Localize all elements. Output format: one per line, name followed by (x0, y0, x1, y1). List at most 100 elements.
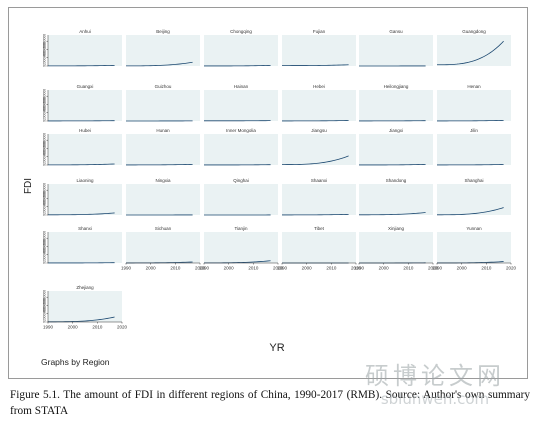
x-tick-label: 2010 (170, 266, 181, 271)
x-tick-label: 1990 (121, 266, 132, 271)
panel-strip (359, 177, 433, 184)
panel-strip (48, 127, 122, 134)
panel-henan: Henan (437, 83, 511, 122)
panel-strip (126, 225, 200, 232)
fdi-series-line (437, 119, 504, 122)
fdi-series-line (359, 163, 426, 166)
panel-title: Jiangxi (389, 128, 403, 133)
x-tick-label: 1990 (199, 266, 210, 271)
x-tick-label: 2000 (379, 266, 390, 271)
y-tick-label: 0 (43, 120, 47, 122)
panel-plot-area (48, 35, 122, 66)
y-tick-label: 20000000 (43, 199, 47, 214)
fdi-small-multiples-chart: FDI YR Graphs by Region Anhui02000000040… (23, 28, 517, 367)
x-tick-label: 2020 (117, 325, 128, 330)
x-tick-label: 2020 (273, 266, 284, 271)
panel-strip (126, 83, 200, 90)
panel-title: Shandong (386, 178, 407, 183)
panel-title: Henan (467, 84, 481, 89)
fdi-series-line (437, 40, 504, 66)
panel-shandong: Shandong (359, 177, 433, 216)
x-tick-label: 1990 (432, 266, 443, 271)
panel-strip (282, 225, 356, 232)
fdi-series-line (282, 64, 349, 66)
panel-heilongjiang: Heilongjiang (359, 83, 433, 122)
panel-title: Hunan (156, 128, 170, 133)
panel-strip (282, 127, 356, 134)
panel-title: Shaanxi (311, 178, 327, 183)
panel-title: Tibet (314, 226, 325, 231)
fdi-series-line (126, 61, 193, 67)
panel-qinghai: Qinghai (204, 177, 278, 216)
panel-strip (437, 83, 511, 90)
panel-title: Xinjiang (388, 226, 405, 231)
panel-plot-area (204, 90, 278, 121)
panel-plot-area (126, 90, 200, 121)
y-tick-label: 40000000 (43, 191, 47, 206)
y-tick-label: 40000000 (43, 239, 47, 254)
x-tick-label: 2010 (403, 266, 414, 271)
panel-plot-area (48, 291, 122, 322)
y-tick-label: 40000000 (43, 97, 47, 112)
panel-fujian: Fujian (282, 28, 356, 66)
panel-inner-mongolia: Inner Mongolia (204, 127, 278, 166)
panel-strip (204, 177, 278, 184)
panel-shaanxi: Shaanxi (282, 177, 356, 216)
panel-title: Hubei (79, 128, 91, 133)
panel-plot-area (126, 35, 200, 66)
figure-caption: Figure 5.1. The amount of FDI in differe… (10, 389, 530, 417)
panel-plot-area (204, 184, 278, 215)
panel-title: Hainan (234, 84, 249, 89)
fdi-series-line (126, 163, 193, 166)
y-tick-label: 0 (43, 164, 47, 166)
panel-strip (282, 28, 356, 35)
panel-plot-area (126, 184, 200, 215)
panel-plot-area (48, 90, 122, 121)
panel-strip (204, 225, 278, 232)
fdi-series-line (204, 64, 271, 67)
panel-plot-area (48, 134, 122, 165)
panel-strip (126, 177, 200, 184)
panel-title: Sichuan (155, 226, 172, 231)
panel-strip (48, 284, 122, 291)
fdi-series-line (48, 64, 115, 67)
fdi-series-line (437, 207, 504, 216)
panel-tianjin: Tianjin 1990 2000 2010 2020 (199, 225, 284, 271)
panel-strip (204, 127, 278, 134)
panel-title: Guangxi (77, 84, 94, 89)
panel-title: Qinghai (233, 178, 249, 183)
fdi-series-line (282, 155, 349, 165)
panel-strip (204, 28, 278, 35)
figure-frame: FDI YR Graphs by Region Anhui 0 20000000 40… (8, 7, 528, 379)
y-tick-label: 20000000 (43, 149, 47, 164)
y-tick-label: 40000000 (43, 141, 47, 156)
panel-title: Zhejiang (76, 285, 94, 290)
panel-jiangsu: Jiangsu (282, 127, 356, 165)
x-tick-label: 2000 (302, 266, 313, 271)
y-tick-label: 60000000 (43, 89, 47, 104)
panel-title: Tianjin (234, 226, 248, 231)
panel-strip (437, 177, 511, 184)
panel-plot-area (204, 232, 278, 263)
x-tick-label: 2000 (68, 325, 79, 330)
panel-plot-area (437, 232, 511, 263)
panel-jilin: Jilin (437, 127, 511, 166)
panel-gansu: Gansu (359, 28, 433, 67)
panel-strip (359, 225, 433, 232)
y-tick-label: 20000000 (43, 306, 47, 321)
panel-plot-area (437, 134, 511, 165)
panel-sichuan: Sichuan 1990 2000 2010 2020 (121, 225, 206, 271)
panel-hebei: Hebei (282, 83, 356, 122)
panel-plot-area (126, 134, 200, 165)
panel-plot-area (204, 35, 278, 66)
panel-strip (126, 127, 200, 134)
panel-title: Anhui (79, 29, 91, 34)
fdi-series-line (359, 212, 426, 216)
panel-tibet: Tibet 1990 2000 2010 2020 (277, 225, 362, 271)
x-tick-label: 2020 (428, 266, 439, 271)
x-tick-label: 2020 (506, 266, 517, 271)
panel-plot-area (282, 35, 356, 66)
